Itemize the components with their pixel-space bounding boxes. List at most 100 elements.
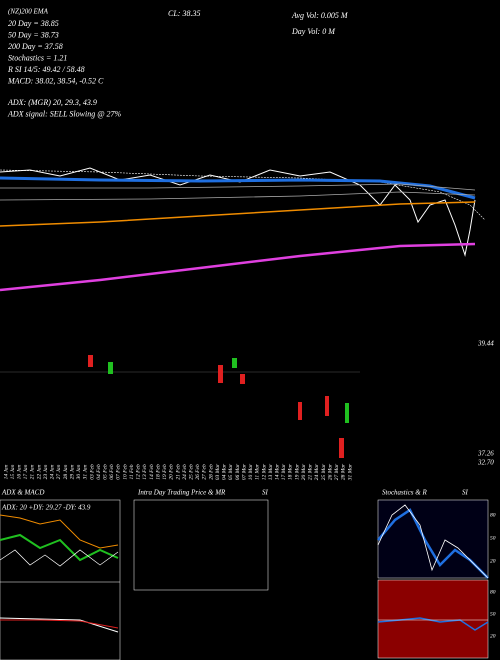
date-label: 26 Mar <box>327 463 333 480</box>
date-label: 13 Mar <box>268 463 274 480</box>
indicator-line: 200 Day = 37.58 <box>8 42 63 51</box>
date-label: 24 Mar <box>313 463 320 480</box>
date-label: 07 Feb <box>116 464 122 480</box>
minus-di <box>0 549 119 567</box>
close: CL: 38.35 <box>168 9 200 18</box>
adx-line <box>0 514 119 549</box>
macd <box>0 617 119 633</box>
date-label: 15 Jan <box>10 464 16 479</box>
candle <box>339 438 344 458</box>
date-label: 27 Feb <box>202 464 208 480</box>
date-label: 17 Jan <box>23 464 29 479</box>
date-label: 30 Jan <box>76 464 82 480</box>
candle <box>345 403 349 423</box>
stoch-tick: 50 <box>490 535 496 541</box>
ema20 <box>0 169 486 221</box>
date-label: 31 Jan <box>83 464 89 480</box>
intraday-panel <box>133 499 269 591</box>
panel-title: SI <box>462 489 469 497</box>
date-label: 16 Jan <box>16 464 22 479</box>
day-vol: Day Vol: 0 M <box>291 27 336 36</box>
date-label: 27 Jan <box>56 464 62 479</box>
panel-title: ADX & MACD <box>1 489 44 497</box>
plus-di <box>0 533 119 562</box>
adx-panel <box>0 499 121 660</box>
date-label: 05 Feb <box>102 464 108 480</box>
ema-gray2 <box>0 191 476 201</box>
indicator-line: Stochastics = 1.21 <box>8 53 67 62</box>
date-label: 03 Mar <box>215 463 221 480</box>
date-label: 06 Mar <box>235 463 241 480</box>
panel-title: Stochastics & R <box>382 489 427 497</box>
avg-vol: Avg Vol: 0.005 M <box>291 11 349 20</box>
date-label: 14 Jan <box>2 464 9 479</box>
indicator-line: ADX signal: SELL Slowing @ 27% <box>7 109 122 118</box>
ema200 <box>0 242 476 292</box>
date-label: 06 Feb <box>109 464 115 480</box>
date-label: 14 Mar <box>273 463 280 480</box>
ema100 <box>0 201 476 227</box>
indicator-line: 50 Day = 38.73 <box>8 30 59 39</box>
date-label: 07 Mar <box>241 463 247 480</box>
rsi-tick: 50 <box>490 611 496 617</box>
candle <box>218 365 223 383</box>
date-label: 27 Mar <box>334 463 340 480</box>
date-label: 25 Mar <box>321 463 327 480</box>
candle <box>325 396 329 416</box>
candle <box>108 362 113 374</box>
volume-axis: 32.70 <box>477 459 494 467</box>
candle <box>240 374 245 384</box>
date-label: 28 Mar <box>341 463 347 480</box>
volume-axis: 37.26 <box>477 450 494 458</box>
date-label: 22 Jan <box>36 464 42 479</box>
date-label: 24 Jan <box>49 464 56 479</box>
date-label: 11 Feb <box>129 464 135 479</box>
indicator-line: 20 Day = 38.85 <box>8 19 59 28</box>
date-label: 10 Mar <box>248 463 254 480</box>
date-label: 29 Jan <box>69 464 75 479</box>
rsi-panel <box>377 579 489 659</box>
date-label: 18 Mar <box>288 463 294 480</box>
date-label: 11 Mar <box>255 463 261 480</box>
indicator-line: ADX: (MGR) 20, 29.3, 43.9 <box>7 98 97 107</box>
date-label: 13 Feb <box>142 464 148 480</box>
candle <box>88 355 93 367</box>
date-label: 04 Feb <box>95 464 102 480</box>
panel-title: Intra Day Trading Price & MR <box>137 489 226 497</box>
date-label: 12 Feb <box>136 464 142 480</box>
date-label: 20 Feb <box>169 464 175 480</box>
date-label: 18 Feb <box>155 464 161 480</box>
rsi-tick: 20 <box>490 633 496 639</box>
date-label: 04 Mar <box>221 463 228 480</box>
stoch-tick: 20 <box>490 558 496 564</box>
date-label: 14 Feb <box>148 464 155 480</box>
date-label: 31 Mar <box>347 463 353 481</box>
panel-title: SI <box>262 489 269 497</box>
candles <box>88 355 349 458</box>
date-label: 19 Feb <box>162 464 168 480</box>
date-label: 25 Feb <box>188 464 194 480</box>
date-label: 12 Mar <box>261 463 267 480</box>
date-label: 21 Mar <box>308 463 314 480</box>
date-label: 28 Jan <box>63 464 69 479</box>
stoch-d <box>377 504 489 579</box>
candle <box>232 358 237 368</box>
rsi-tick: 80 <box>490 589 496 595</box>
stoch-panel <box>377 499 489 579</box>
price-line <box>0 167 476 257</box>
date-label: 28 Feb <box>208 464 214 480</box>
ticker: (NZ)200 EMA <box>8 8 49 16</box>
indicator-line: MACD: 38.02, 38.54, -0.52 C <box>7 76 104 85</box>
date-label: 21 Jan <box>30 464 36 479</box>
date-label: 20 Mar <box>301 463 307 480</box>
date-label: 26 Feb <box>195 464 201 480</box>
date-label: 17 Mar <box>281 463 287 480</box>
stoch-k <box>377 508 489 579</box>
date-label: 19 Mar <box>294 463 300 480</box>
indicator-line: R SI 14/5: 49.42 / 58.48 <box>7 65 85 74</box>
date-label: 10 Feb <box>122 464 128 480</box>
date-label: 24 Feb <box>181 464 188 480</box>
date-label: 21 Feb <box>175 464 181 480</box>
